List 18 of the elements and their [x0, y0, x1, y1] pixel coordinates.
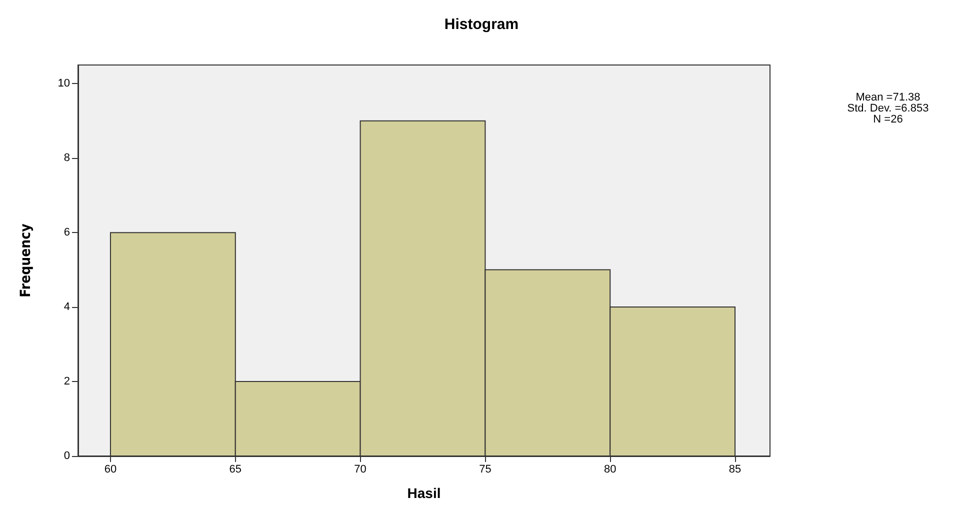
- chart-title: Histogram: [444, 16, 519, 33]
- y-tick-label: 6: [64, 226, 70, 239]
- x-tick-label: 65: [229, 464, 242, 476]
- x-tick-label: 75: [479, 464, 492, 476]
- x-axis-title: Hasil: [407, 485, 441, 501]
- y-tick-label: 0: [64, 450, 70, 462]
- x-tick-label: 85: [728, 464, 742, 476]
- y-tick-label: 2: [64, 376, 70, 388]
- text: N =26: [873, 114, 903, 126]
- x-tick-label: 60: [104, 464, 117, 476]
- x-tick-label: 70: [354, 464, 366, 476]
- y-tick-label: 8: [64, 152, 70, 164]
- text: Mean =71.38: [856, 92, 920, 104]
- y-tick-label: 10: [58, 78, 70, 90]
- y-axis-title: Frequency: [18, 224, 34, 298]
- y-tick-label: 4: [64, 301, 70, 314]
- text: Std. Dev. =6.853: [847, 102, 929, 114]
- x-tick-label: 80: [604, 464, 616, 476]
